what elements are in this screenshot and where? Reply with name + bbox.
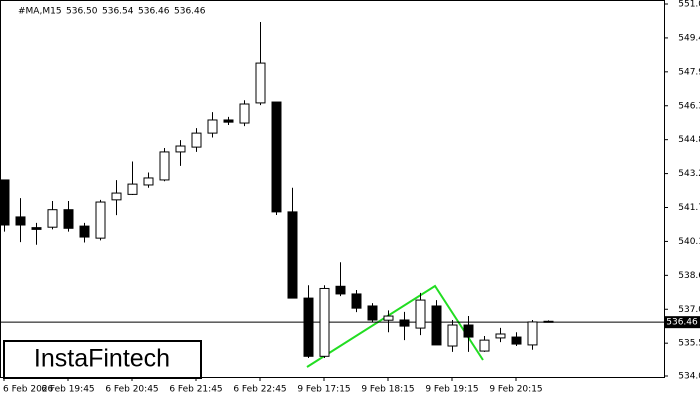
candle-body — [447, 324, 458, 347]
candle-body — [335, 285, 346, 295]
candle-body — [351, 293, 362, 309]
candle-body — [79, 225, 90, 238]
candle-body — [191, 132, 202, 148]
candle-body — [15, 216, 26, 226]
candle-body — [159, 151, 170, 181]
candle-body — [255, 62, 266, 104]
candle-body — [47, 209, 58, 228]
x-tick-label: 9 Feb 19:15 — [425, 385, 478, 395]
candle-body — [527, 321, 538, 346]
candle-body — [287, 211, 298, 299]
candle-body — [415, 299, 426, 329]
candle-body — [511, 336, 522, 345]
x-tick-label: 6 Feb 21:45 — [169, 385, 222, 395]
candle-body — [319, 287, 330, 357]
candle-body — [479, 339, 490, 352]
brand-box — [3, 340, 202, 379]
y-tick-label: 541.70 — [678, 203, 700, 213]
candle-body — [127, 183, 138, 195]
candle-body — [175, 145, 186, 153]
candle-body — [495, 333, 506, 339]
header-value: 536.50 — [66, 7, 98, 17]
candle-body — [95, 201, 106, 239]
candle-body — [303, 297, 314, 357]
x-tick-label: 6 Feb 20:45 — [105, 385, 158, 395]
candle-body — [223, 119, 234, 123]
y-tick-label: 549.45 — [678, 33, 700, 43]
candle-body — [63, 209, 74, 229]
y-tick-label: 544.80 — [678, 135, 700, 145]
y-tick-label: 543.25 — [678, 169, 700, 179]
y-tick-label: 551.00 — [678, 0, 700, 10]
candle-body — [271, 101, 282, 213]
x-tick-label: 9 Feb 20:15 — [489, 385, 542, 395]
x-tick-label: 6 Feb 19:45 — [41, 385, 94, 395]
candle-body — [111, 192, 122, 201]
y-tick-label: 547.90 — [678, 67, 700, 77]
candle-body — [399, 319, 410, 327]
candle-body — [207, 119, 218, 134]
header-value: 536.46 — [174, 7, 206, 17]
current-price-label: 536.46 — [666, 318, 698, 328]
plot-frame — [0, 0, 665, 378]
candle-body — [0, 179, 10, 226]
x-tick-label: 6 Feb 2026 — [3, 385, 54, 395]
brand-logo: InstaFintech — [34, 345, 170, 373]
current-price-box — [665, 316, 700, 329]
y-tick-label: 546.35 — [678, 101, 700, 111]
header-value: 536.46 — [138, 7, 170, 17]
candle-body — [383, 315, 394, 321]
candle-body — [431, 305, 442, 346]
symbol-title: #MA,M15 — [18, 7, 62, 17]
x-tick-label: 9 Feb 17:15 — [297, 385, 350, 395]
candle-body — [239, 103, 250, 124]
header-value: 536.54 — [102, 7, 134, 17]
candle-body — [463, 324, 474, 338]
candle-body — [543, 320, 554, 323]
candle-body — [143, 177, 154, 186]
candle-body — [31, 227, 42, 230]
x-tick-label: 9 Feb 18:15 — [361, 385, 414, 395]
y-tick-label: 537.05 — [678, 305, 700, 315]
y-tick-label: 535.50 — [678, 339, 700, 349]
x-tick-label: 6 Feb 22:45 — [233, 385, 286, 395]
y-tick-label: 534.00 — [678, 372, 700, 382]
candle-body — [367, 305, 378, 321]
y-tick-label: 540.15 — [678, 237, 700, 247]
y-tick-label: 538.60 — [678, 271, 700, 281]
